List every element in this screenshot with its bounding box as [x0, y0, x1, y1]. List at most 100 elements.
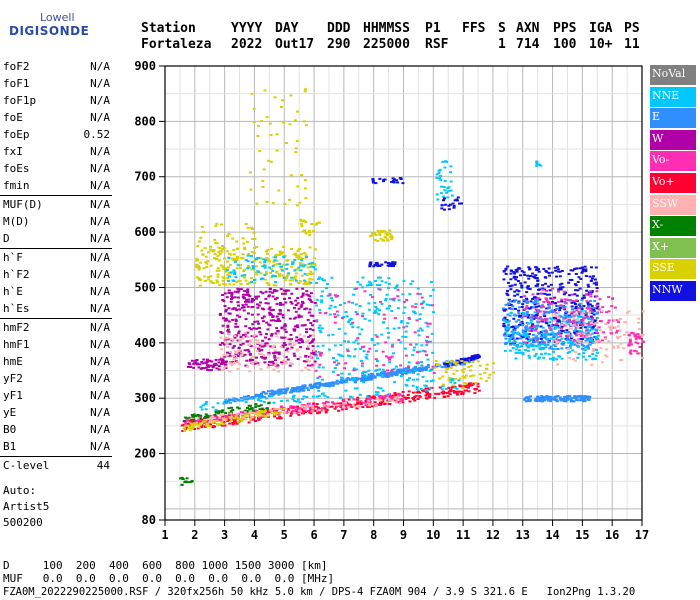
echo-point	[502, 318, 506, 321]
echo-point	[446, 367, 450, 370]
echo-point	[385, 401, 389, 404]
echo-point	[448, 390, 452, 393]
echo-point	[243, 415, 247, 418]
echo-point	[573, 321, 577, 324]
echo-point	[237, 399, 241, 402]
echo-point	[633, 334, 637, 337]
echo-point	[583, 265, 587, 268]
echo-point	[413, 331, 417, 334]
echo-point	[571, 320, 575, 323]
echo-point	[401, 335, 405, 338]
echo-point	[456, 360, 460, 363]
echo-point	[522, 308, 526, 311]
echo-point	[570, 321, 574, 324]
echo-point	[534, 329, 538, 332]
echo-point	[219, 336, 223, 339]
echo-point	[554, 319, 558, 322]
echo-point	[331, 401, 335, 404]
echo-point	[293, 406, 297, 409]
echo-point	[419, 327, 423, 330]
echo-point	[215, 410, 219, 413]
echo-point	[300, 174, 304, 177]
echo-point	[545, 395, 549, 398]
echo-point	[256, 393, 260, 396]
echo-point	[396, 371, 400, 374]
echo-point	[237, 417, 241, 420]
echo-point	[537, 163, 541, 166]
echo-point	[301, 387, 305, 390]
param-row: foF1 N/A	[0, 75, 112, 92]
echo-point	[347, 372, 351, 375]
echo-point	[544, 352, 548, 355]
echo-point	[255, 393, 259, 396]
echo-point	[536, 324, 540, 327]
echo-point	[570, 312, 574, 315]
echo-point	[611, 297, 615, 300]
echo-point	[294, 339, 298, 342]
echo-point	[258, 396, 262, 399]
echo-point	[250, 415, 254, 418]
echo-point	[388, 372, 392, 375]
echo-point	[553, 302, 557, 305]
echo-point	[254, 360, 258, 363]
echo-point	[386, 238, 390, 241]
header-label: S	[498, 21, 506, 36]
echo-point	[615, 319, 619, 322]
echo-point	[227, 256, 231, 259]
echo-point	[254, 335, 258, 338]
echo-point	[559, 398, 563, 401]
echo-point	[182, 427, 186, 430]
echo-point	[416, 397, 420, 400]
echo-point	[581, 398, 585, 401]
echo-point	[450, 194, 454, 197]
echo-point	[407, 361, 411, 364]
echo-point	[234, 360, 238, 363]
echo-point	[546, 332, 550, 335]
echo-point	[591, 311, 595, 314]
echo-point	[449, 366, 453, 369]
echo-point	[284, 389, 288, 392]
echo-point	[398, 177, 402, 180]
echo-point	[536, 321, 540, 324]
echo-point	[310, 405, 314, 408]
echo-point	[455, 391, 459, 394]
echo-point	[228, 362, 232, 365]
echo-point	[231, 318, 235, 321]
echo-point	[243, 300, 247, 303]
echo-point	[539, 292, 543, 295]
echo-point	[291, 363, 295, 366]
echo-point	[412, 346, 416, 349]
echo-point	[461, 360, 465, 363]
echo-point	[242, 270, 246, 273]
echo-point	[263, 266, 267, 269]
echo-point	[505, 330, 509, 333]
echo-point	[541, 287, 545, 290]
echo-point	[217, 361, 221, 364]
echo-point	[415, 388, 419, 391]
echo-point	[348, 378, 352, 381]
echo-point	[300, 339, 304, 342]
echo-point	[529, 316, 533, 319]
echo-point	[576, 318, 580, 321]
echo-point	[246, 293, 250, 296]
echo-point	[574, 323, 578, 326]
echo-point	[576, 326, 580, 329]
echo-point	[329, 304, 333, 307]
echo-point	[211, 419, 215, 422]
echo-point	[618, 359, 622, 362]
echo-point	[288, 279, 292, 282]
echo-point	[506, 289, 510, 292]
echo-point	[570, 301, 574, 304]
echo-point	[559, 399, 563, 402]
echo-point	[295, 139, 299, 142]
echo-point	[199, 414, 203, 417]
echo-point	[337, 404, 341, 407]
echo-point	[604, 323, 608, 326]
echo-point	[510, 300, 514, 303]
echo-point	[547, 339, 551, 342]
echo-point	[511, 335, 515, 338]
echo-point	[449, 189, 453, 192]
echo-point	[540, 318, 544, 321]
echo-point	[431, 351, 435, 354]
echo-point	[196, 259, 200, 262]
